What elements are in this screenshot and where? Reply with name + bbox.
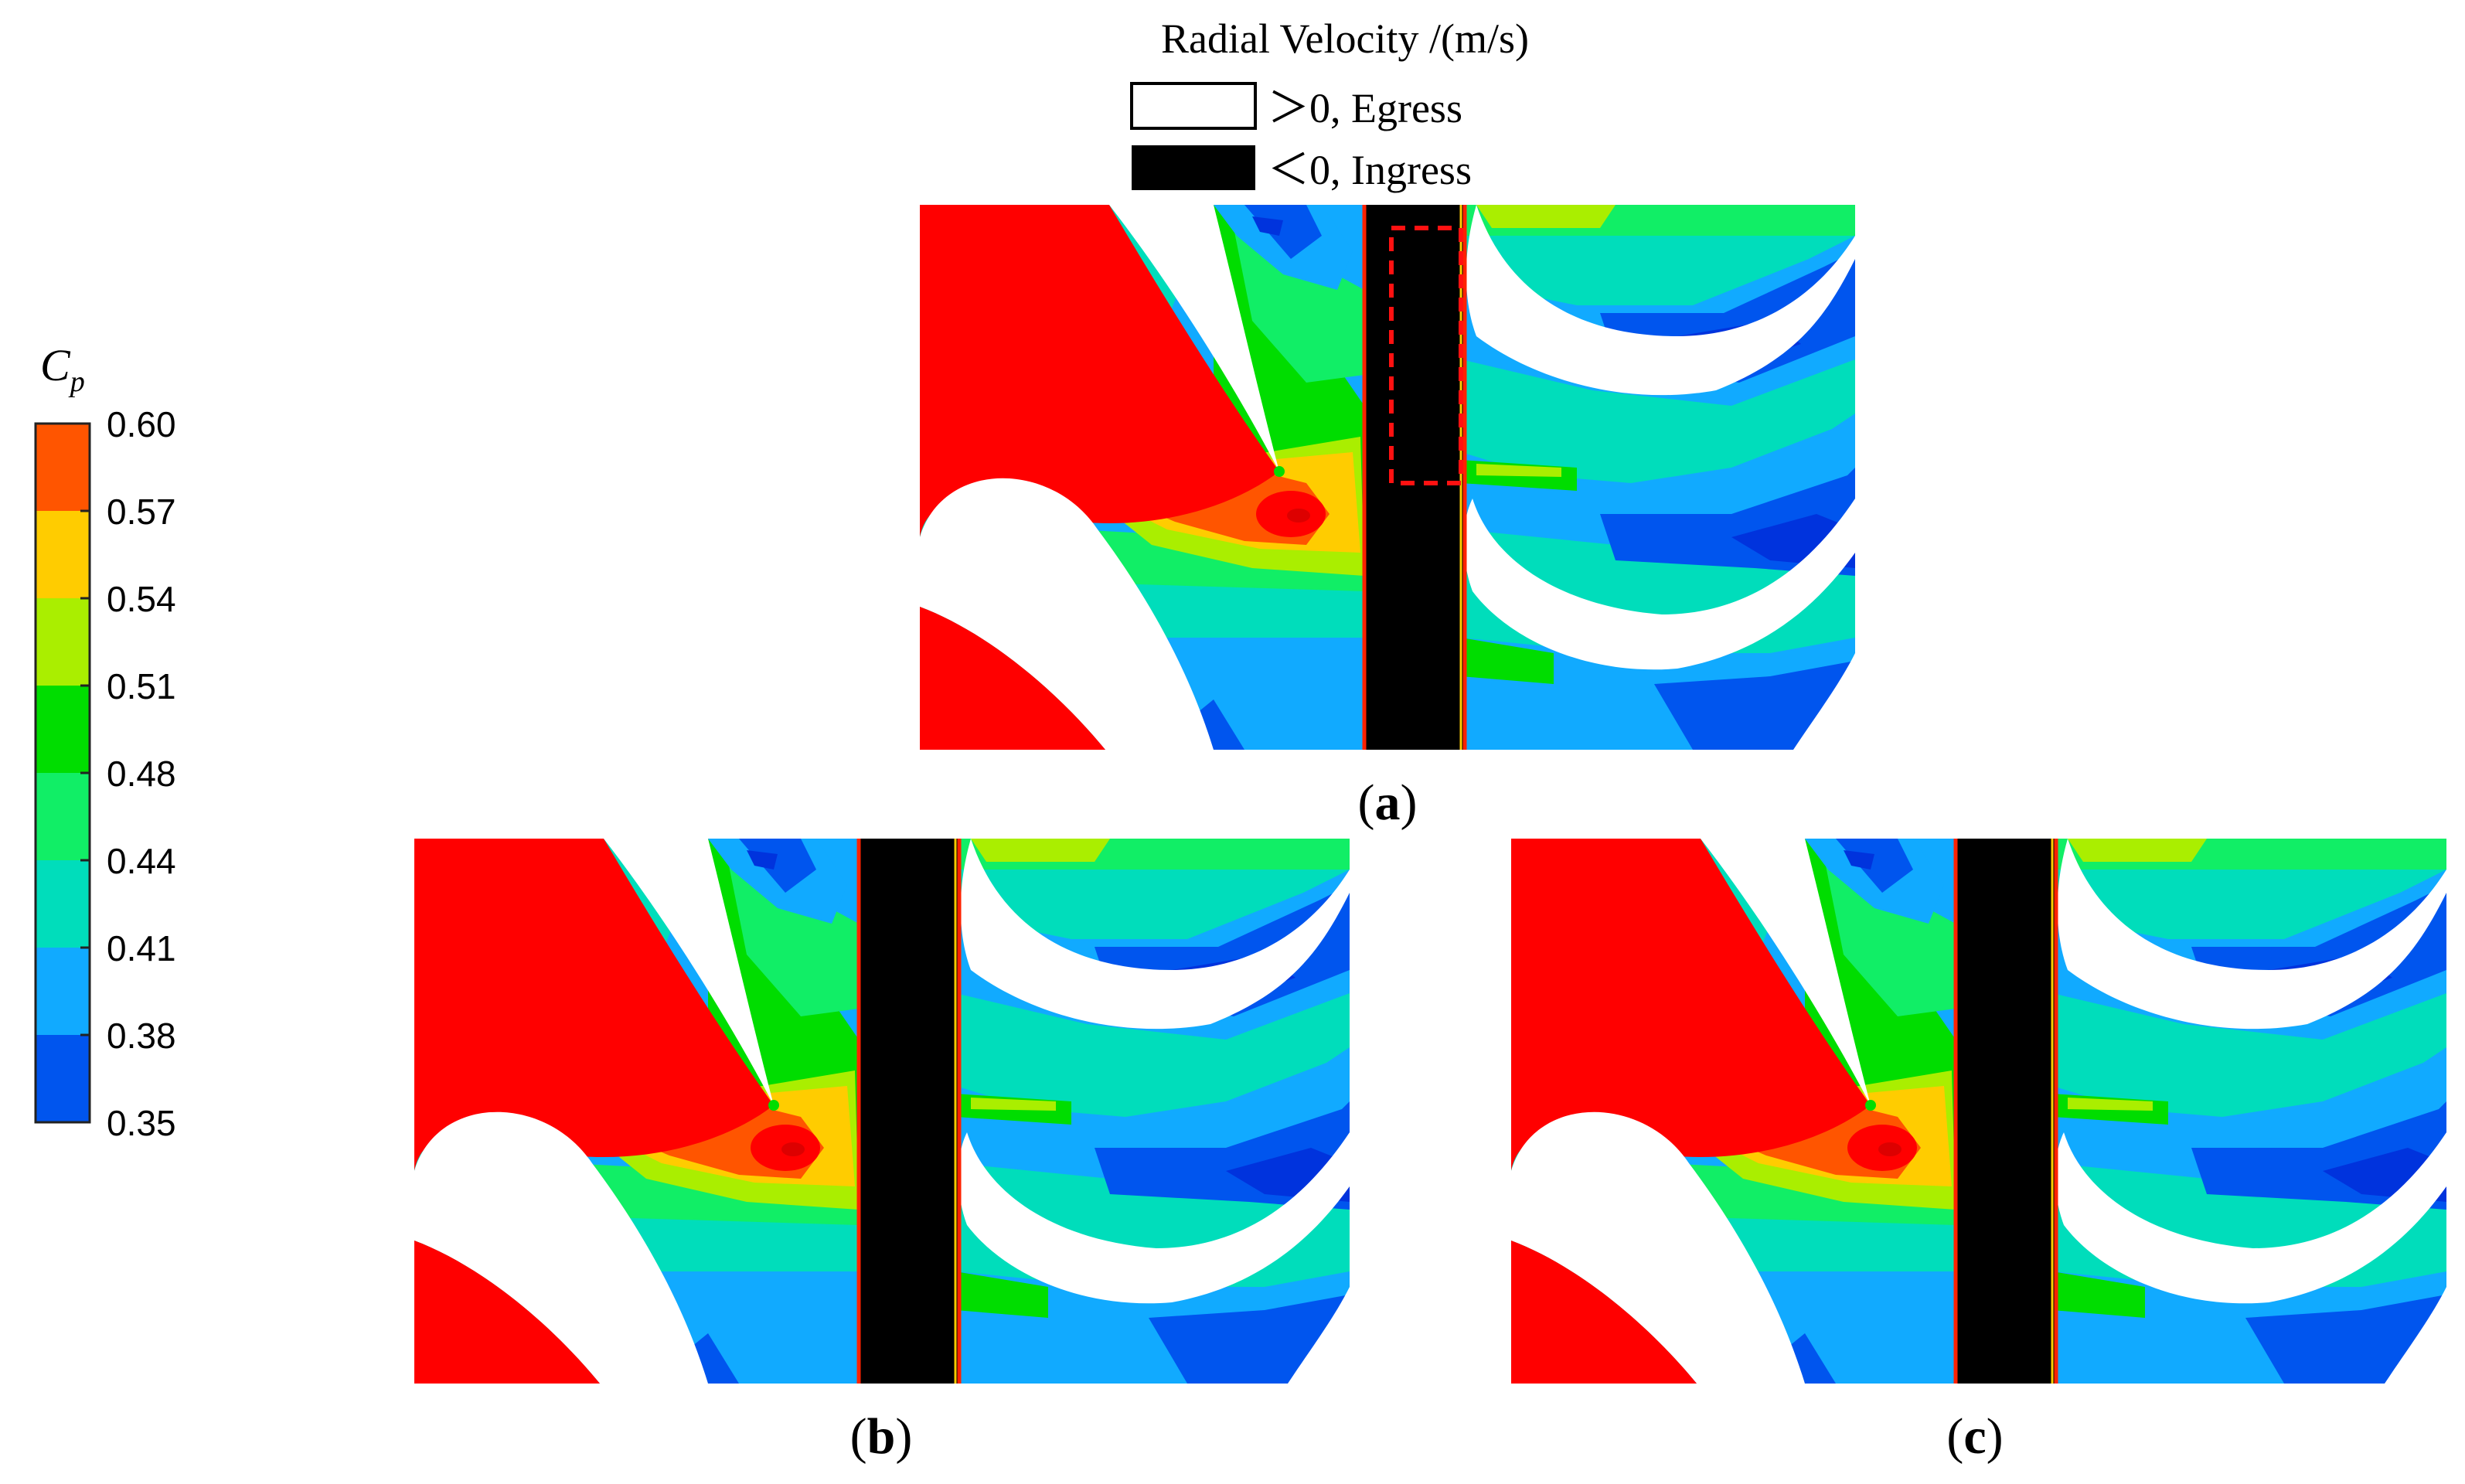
colorbar-swatch [36, 511, 90, 599]
radial-velocity-legend: Radial Velocity /(m/s) ＞0, Egress ＜0, In… [1130, 15, 1529, 193]
colorbar-tick-label: 0.41 [107, 928, 176, 968]
colorbar-tick-label: 0.54 [107, 579, 176, 619]
panel-a-label: (a) [1358, 774, 1418, 831]
panel-c [1511, 839, 2446, 1384]
colorbar-swatch [36, 948, 90, 1036]
radial-velocity-title: Radial Velocity /(m/s) [1161, 15, 1529, 62]
panel-c-label-letter: c [1963, 1408, 1986, 1465]
panel-a-label-open: ( [1358, 774, 1375, 831]
egress-swatch [1130, 82, 1257, 130]
panel-a-contour [920, 205, 1855, 750]
panel-a-label-close: ) [1401, 774, 1418, 831]
cp-symbol: C [40, 340, 71, 390]
cp-subscript: p [68, 366, 85, 398]
colorbar-tick-label: 0.48 [107, 754, 176, 794]
colorbar-tick-label: 0.51 [107, 666, 176, 706]
colorbar-tick-label: 0.44 [107, 841, 176, 881]
panel-b [414, 839, 1350, 1384]
ingress-label: ＜0, Ingress [1268, 147, 1472, 193]
colorbar-swatch [36, 686, 90, 774]
cp-colorbar: Cp 0.60 0.57 0.54 0.51 0.48 0.44 0.41 0.38 0.35 [34, 340, 176, 1143]
colorbar-tick-label: 0.60 [107, 404, 176, 444]
panel-a-label-letter: a [1375, 774, 1401, 831]
panel-b-label-open: ( [850, 1408, 867, 1465]
panel-c-contour [1511, 839, 2446, 1384]
panel-b-contour [414, 839, 1350, 1384]
colorbar-tick-label: 0.38 [107, 1016, 176, 1056]
panel-c-label-close: ) [1987, 1408, 2004, 1465]
panel-b-label-letter: b [867, 1408, 896, 1465]
panel-b-label: (b) [850, 1408, 913, 1465]
colorbar-swatches [36, 424, 90, 1123]
panel-a [920, 205, 1855, 750]
colorbar-swatch [36, 424, 90, 512]
colorbar-swatch [36, 1035, 90, 1123]
panel-c-label-open: ( [1946, 1408, 1963, 1465]
colorbar-swatch [36, 598, 90, 686]
colorbar-tick-label: 0.35 [107, 1103, 176, 1143]
panel-b-label-close: ) [895, 1408, 912, 1465]
colorbar-swatch [36, 773, 90, 861]
ingress-swatch [1132, 145, 1255, 190]
colorbar-swatch [36, 860, 90, 948]
panel-c-label: (c) [1946, 1408, 2003, 1465]
panel-a-highlight-box [1389, 226, 1463, 485]
egress-label: ＞0, Egress [1268, 85, 1462, 131]
colorbar-ticks: 0.60 0.57 0.54 0.51 0.48 0.44 0.41 0.38 0.35 [80, 404, 176, 1143]
colorbar-tick-label: 0.57 [107, 492, 176, 532]
cp-colorbar-title: Cp [40, 340, 85, 398]
